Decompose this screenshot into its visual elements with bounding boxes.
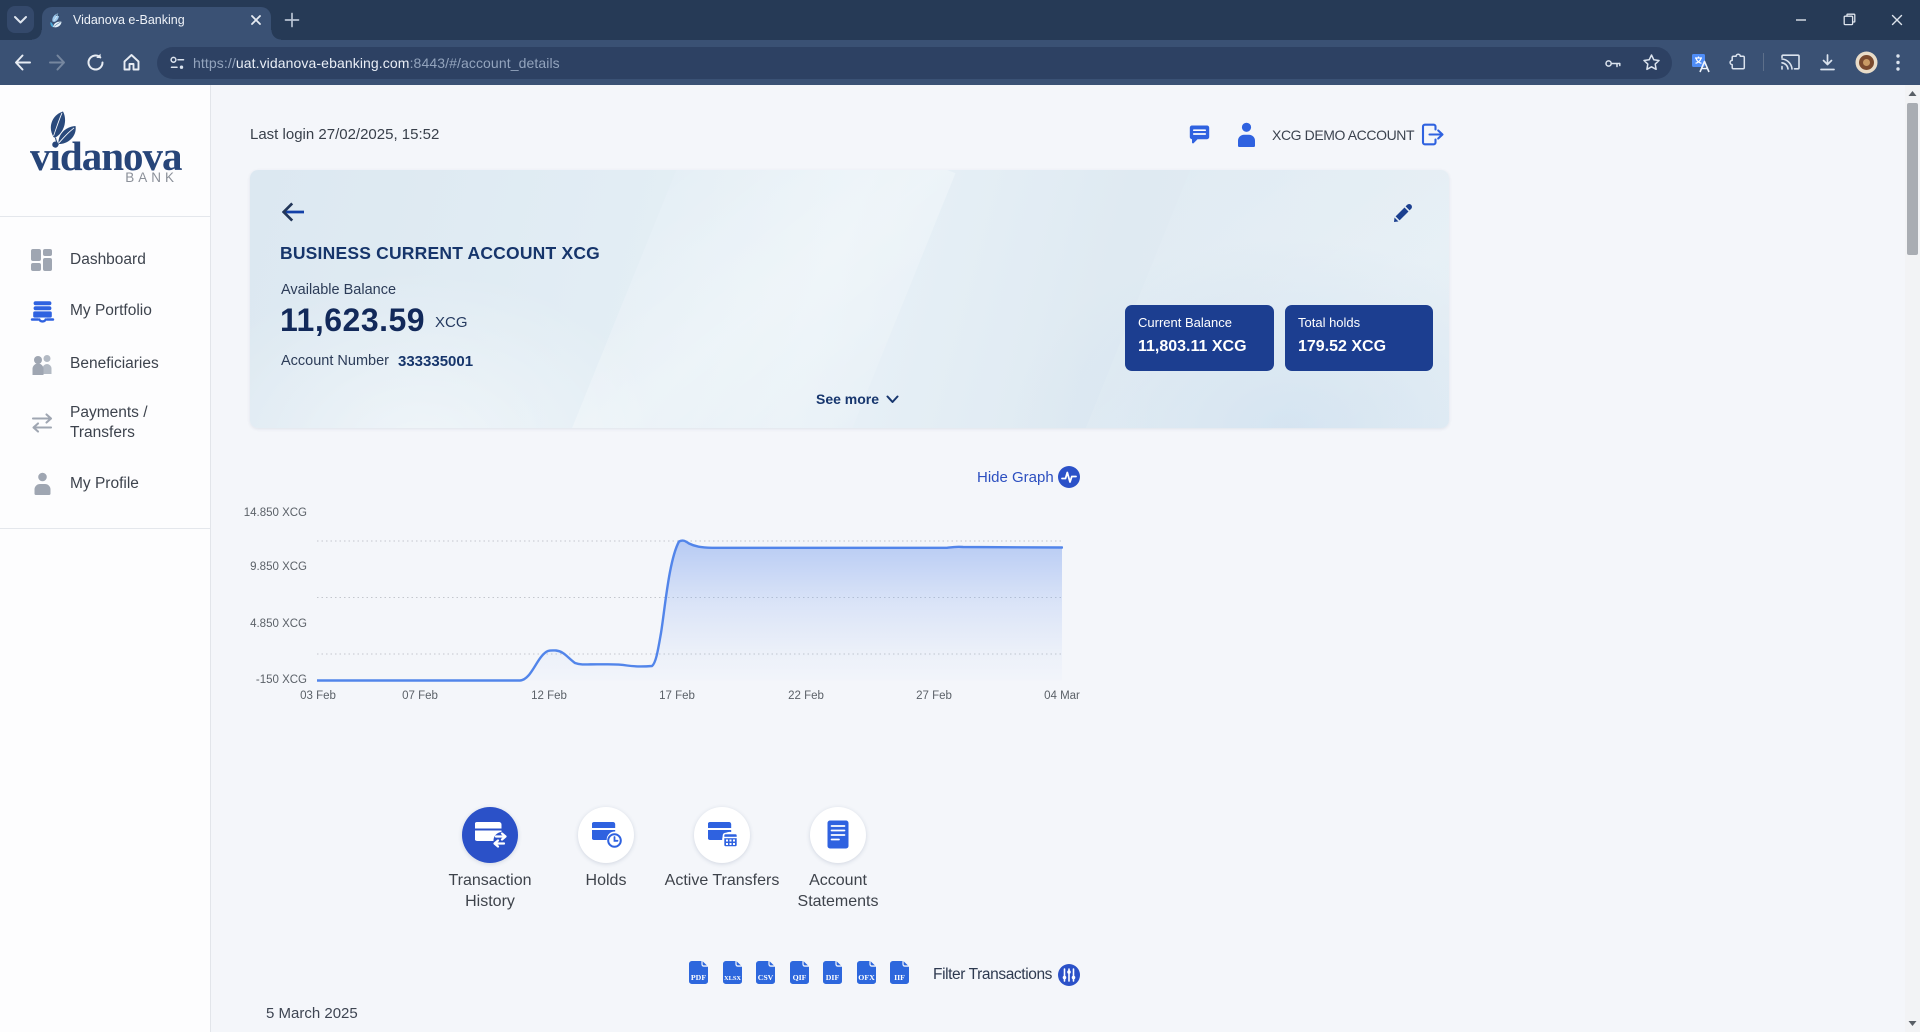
svg-text:OFX: OFX [858,973,875,982]
svg-text:IIF: IIF [894,973,905,982]
svg-text:DIF: DIF [826,973,840,982]
svg-text:QIF: QIF [793,973,807,982]
svg-text:PDF: PDF [691,973,706,982]
svg-text:XLSX: XLSX [724,975,741,982]
svg-text:CSV: CSV [758,973,774,982]
